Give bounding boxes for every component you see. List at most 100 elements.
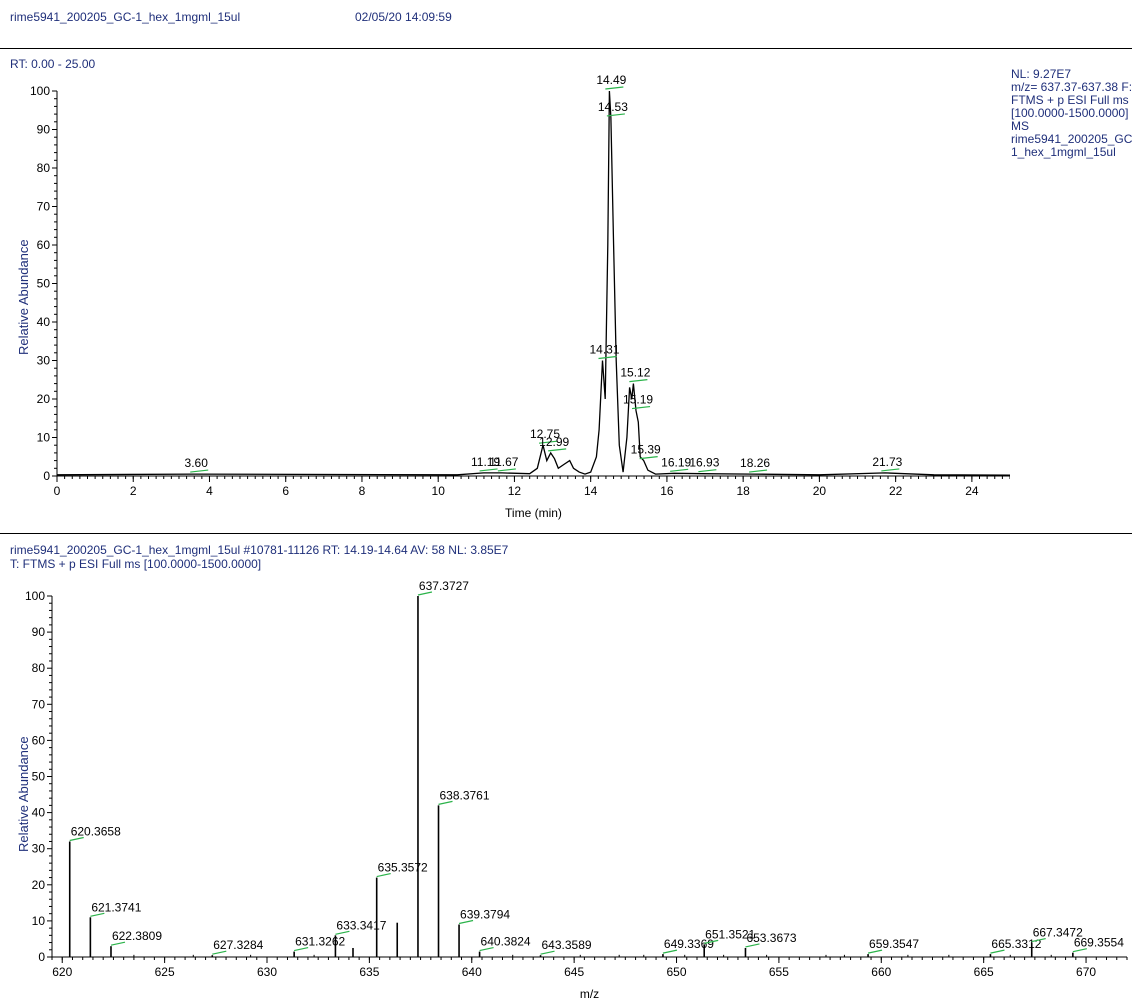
peak-label-marker [605, 86, 624, 90]
peak-label: 669.3554 [1074, 936, 1124, 950]
scan-info-line-1: rime5941_200205_GC-1_hex_1mgml_15ul #107… [10, 543, 509, 557]
peak-label-marker [438, 800, 453, 805]
chromatogram-y-tick-label: 100 [30, 84, 50, 98]
peak-label: 631.3262 [295, 935, 345, 949]
peak-label: 637.3727 [419, 579, 469, 593]
chromatogram-x-tick-label: 6 [282, 484, 289, 498]
peak-label: 14.53 [598, 100, 628, 114]
peak-label-marker [458, 919, 474, 925]
spectrum-x-tick-label: 640 [462, 965, 482, 979]
spectrum-y-tick-label: 100 [25, 589, 45, 603]
peak-label: 659.3547 [869, 937, 919, 951]
spectrum-y-tick-label: 40 [32, 806, 46, 820]
peak-label: 643.3589 [542, 938, 592, 952]
peak-label: 3.60 [185, 456, 209, 470]
peak-label-marker [881, 468, 900, 472]
spectrum-y-tick-label: 0 [38, 950, 45, 964]
panel-divider [0, 533, 1132, 534]
file-name: rime5941_200205_GC-1_hex_1mgml_15ul [10, 10, 241, 24]
spectrum-y-tick-label: 30 [32, 842, 46, 856]
chromatogram-y-tick-label: 50 [37, 277, 51, 291]
chromatogram-y-tick-label: 70 [37, 200, 51, 214]
peak-label-marker [704, 939, 719, 944]
peak-label: 16.93 [689, 456, 719, 470]
peak-label: 649.3369 [664, 937, 714, 951]
peak-label: 12.99 [539, 435, 569, 449]
peak-label-marker [867, 949, 883, 954]
peak-label-marker [294, 946, 309, 952]
chromatogram-y-tick-label: 80 [37, 161, 51, 175]
peak-label: 620.3658 [71, 824, 121, 838]
nl-line: MS [1011, 119, 1029, 133]
peak-label: 12.75 [530, 427, 560, 441]
scan-info-line-2: T: FTMS + p ESI Full ms [100.0000-1500.0… [10, 557, 262, 571]
peak-label-marker [212, 950, 227, 955]
chromatogram-x-tick-label: 14 [584, 484, 598, 498]
peak-label-marker [479, 946, 494, 952]
acquisition-datetime: 02/05/20 14:09:59 [355, 10, 452, 24]
nl-line: [100.0000-1500.0000] [1011, 106, 1129, 120]
peak-label-marker [629, 379, 648, 383]
spectrum-x-tick-label: 670 [1076, 965, 1096, 979]
spectrum-y-tick-label: 10 [32, 914, 46, 928]
peak-label: 622.3809 [112, 929, 162, 943]
chromatogram-x-tick-label: 8 [359, 484, 366, 498]
nl-line: rime5941_200205_GC- [1011, 132, 1132, 146]
chromatogram-y-tick-label: 0 [43, 469, 50, 483]
peak-label: 14.49 [596, 73, 626, 87]
peak-label: 15.12 [620, 366, 650, 380]
peak-label-marker [335, 930, 350, 935]
peak-label: 11.67 [489, 455, 518, 469]
peak-label-marker [662, 949, 678, 954]
chromatogram-y-tick-label: 40 [37, 315, 51, 329]
peak-label: 21.73 [872, 455, 902, 469]
spectrum-x-tick-label: 625 [155, 965, 175, 979]
peak-label: 621.3741 [91, 900, 141, 914]
peak-label-marker [670, 468, 689, 472]
peak-label: 15.39 [631, 443, 661, 457]
chromatogram-x-tick-label: 4 [206, 484, 213, 498]
peak-label-marker [639, 456, 658, 460]
chromatogram-y-tick-label: 10 [37, 431, 51, 445]
spectrum-x-tick-label: 620 [52, 965, 72, 979]
peak-label-marker [1072, 948, 1087, 953]
peak-label: 14.31 [589, 343, 619, 357]
peak-label: 640.3824 [481, 935, 531, 949]
spectrum-y-tick-label: 80 [32, 661, 46, 675]
peak-label-marker [417, 591, 433, 596]
nl-line: m/z= 637.37-637.38 F: [1011, 80, 1132, 94]
peak-label: 651.3521 [705, 927, 755, 941]
peak-label: 627.3284 [213, 938, 263, 952]
peak-label: 667.3472 [1033, 926, 1083, 940]
spectrum-y-tick-label: 20 [32, 878, 46, 892]
peak-label-marker [990, 949, 1005, 954]
chromatogram-x-tick-label: 20 [813, 484, 827, 498]
nl-line: NL: 9.27E7 [1011, 67, 1072, 81]
chromatogram-y-tick-label: 90 [37, 123, 51, 137]
chromatogram-trace [56, 90, 1010, 476]
nl-line: 1_hex_1mgml_15ul [1011, 145, 1116, 159]
peak-label-marker [497, 468, 516, 472]
peak-label: 18.26 [740, 456, 770, 470]
peak-label-marker [631, 405, 651, 410]
spectrum-x-tick-label: 655 [769, 965, 789, 979]
chromatogram-y-tick-label: 60 [37, 238, 51, 252]
peak-label-marker [69, 836, 84, 842]
peak-label-marker [749, 469, 768, 473]
peak-label: 638.3761 [439, 788, 489, 802]
spectrum-x-axis-label: m/z [580, 987, 599, 1001]
peak-label-marker [90, 912, 105, 917]
peak-label-marker [190, 469, 209, 473]
peak-label: 11.19 [471, 455, 500, 469]
rt-range-label: RT: 0.00 - 25.00 [10, 57, 96, 71]
peak-label-marker [745, 943, 760, 948]
peak-label: 16.19 [661, 455, 691, 469]
peak-label: 15.19 [623, 393, 653, 407]
peak-label-marker [698, 469, 717, 473]
peak-label-marker [110, 941, 126, 946]
chromatogram-y-tick-label: 20 [37, 392, 51, 406]
peak-label-marker [479, 468, 498, 472]
peak-label-marker [538, 440, 558, 444]
spectrum-x-tick-label: 650 [667, 965, 687, 979]
